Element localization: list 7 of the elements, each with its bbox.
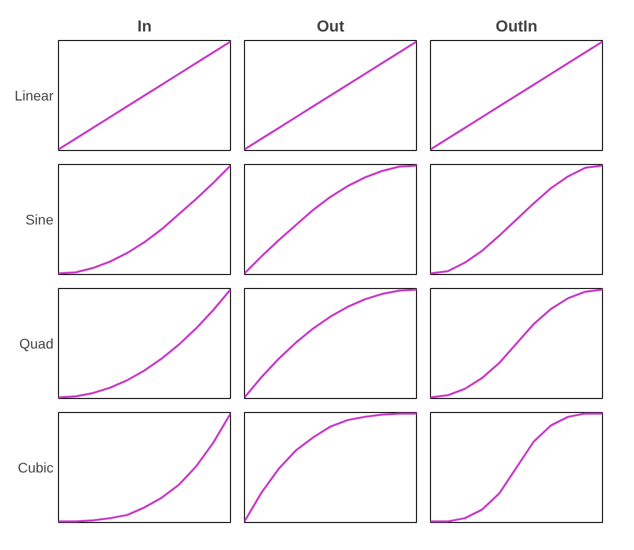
y-axis-title: Quad	[19, 336, 54, 352]
chart-title: Out	[316, 18, 345, 36]
chart-title: OutIn	[496, 18, 538, 36]
y-axis-title: Sine	[25, 212, 54, 228]
y-axis-title: Linear	[14, 88, 54, 104]
y-axis-title: Cubic	[18, 460, 54, 476]
chart-title: In	[137, 18, 152, 36]
